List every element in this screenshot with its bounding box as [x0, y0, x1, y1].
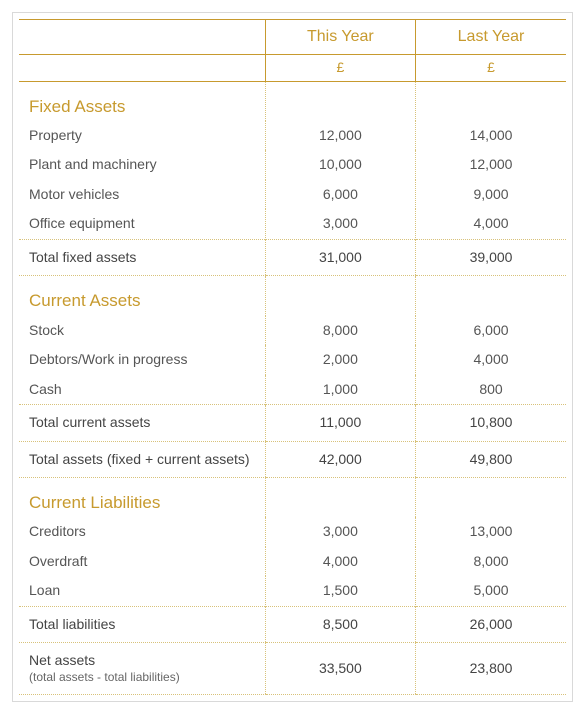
table-row: Plant and machinery10,00012,000: [19, 150, 566, 180]
row-last-year: 4,000: [416, 345, 566, 375]
table-row: Stock8,0006,000: [19, 316, 566, 346]
row-last-year: 800: [416, 375, 566, 405]
financial-table: This Year Last Year £ £ Fixed AssetsProp…: [19, 19, 566, 695]
row-label: Motor vehicles: [19, 180, 265, 210]
row-this-year: 4,000: [265, 547, 415, 577]
total-this-year: 33,500: [265, 643, 415, 695]
row-label: Creditors: [19, 517, 265, 547]
row-label: Overdraft: [19, 547, 265, 577]
total-label: Total fixed assets: [19, 239, 265, 276]
row-last-year: 12,000: [416, 150, 566, 180]
total-label: Total current assets: [19, 405, 265, 442]
row-this-year: 3,000: [265, 517, 415, 547]
header-blank: [19, 20, 265, 55]
table-row: Motor vehicles6,0009,000: [19, 180, 566, 210]
header-last-year: Last Year: [416, 20, 566, 55]
row-this-year: 3,000: [265, 209, 415, 239]
row-last-year: 8,000: [416, 547, 566, 577]
cell-empty: [265, 276, 415, 316]
total-label: Net assets(total assets - total liabilit…: [19, 643, 265, 695]
cell-empty: [265, 478, 415, 518]
table-row: Overdraft4,0008,000: [19, 547, 566, 577]
total-row: Total assets (fixed + current assets)42,…: [19, 441, 566, 478]
table-row: Property12,00014,000: [19, 121, 566, 151]
table-row: Creditors3,00013,000: [19, 517, 566, 547]
row-last-year: 13,000: [416, 517, 566, 547]
total-row: Total liabilities8,50026,000: [19, 606, 566, 643]
section-title: Current Assets: [19, 276, 265, 316]
table-body: Fixed AssetsProperty12,00014,000Plant an…: [19, 81, 566, 694]
row-label: Property: [19, 121, 265, 151]
table-row: Office equipment3,0004,000: [19, 209, 566, 239]
total-this-year: 42,000: [265, 441, 415, 478]
total-row: Total fixed assets31,00039,000: [19, 239, 566, 276]
section-title-row: Current Assets: [19, 276, 566, 316]
row-this-year: 12,000: [265, 121, 415, 151]
header-unit-blank: [19, 55, 265, 82]
row-this-year: 1,000: [265, 375, 415, 405]
balance-sheet-table: This Year Last Year £ £ Fixed AssetsProp…: [12, 12, 573, 702]
row-last-year: 14,000: [416, 121, 566, 151]
header-row-years: This Year Last Year: [19, 20, 566, 55]
table-row: Debtors/Work in progress2,0004,000: [19, 345, 566, 375]
row-this-year: 8,000: [265, 316, 415, 346]
row-last-year: 4,000: [416, 209, 566, 239]
total-label: Total liabilities: [19, 606, 265, 643]
cell-empty: [265, 81, 415, 121]
section-title-row: Current Liabilities: [19, 478, 566, 518]
header-this-year: This Year: [265, 20, 415, 55]
header-row-unit: £ £: [19, 55, 566, 82]
row-label: Office equipment: [19, 209, 265, 239]
table-row: Loan1,5005,000: [19, 576, 566, 606]
section-title: Fixed Assets: [19, 81, 265, 121]
row-label: Loan: [19, 576, 265, 606]
total-row: Net assets(total assets - total liabilit…: [19, 643, 566, 695]
total-last-year: 49,800: [416, 441, 566, 478]
total-last-year: 39,000: [416, 239, 566, 276]
section-title-row: Fixed Assets: [19, 81, 566, 121]
unit-this-year: £: [265, 55, 415, 82]
row-this-year: 1,500: [265, 576, 415, 606]
total-this-year: 11,000: [265, 405, 415, 442]
row-this-year: 2,000: [265, 345, 415, 375]
table-row: Cash1,000800: [19, 375, 566, 405]
row-this-year: 10,000: [265, 150, 415, 180]
row-label: Debtors/Work in progress: [19, 345, 265, 375]
section-title: Current Liabilities: [19, 478, 265, 518]
total-last-year: 23,800: [416, 643, 566, 695]
unit-last-year: £: [416, 55, 566, 82]
row-label: Stock: [19, 316, 265, 346]
row-label: Plant and machinery: [19, 150, 265, 180]
row-sublabel: (total assets - total liabilities): [29, 670, 255, 685]
total-row: Total current assets11,00010,800: [19, 405, 566, 442]
total-this-year: 31,000: [265, 239, 415, 276]
row-this-year: 6,000: [265, 180, 415, 210]
row-last-year: 5,000: [416, 576, 566, 606]
row-label: Cash: [19, 375, 265, 405]
row-last-year: 6,000: [416, 316, 566, 346]
row-last-year: 9,000: [416, 180, 566, 210]
total-label: Total assets (fixed + current assets): [19, 441, 265, 478]
total-last-year: 26,000: [416, 606, 566, 643]
cell-empty: [416, 81, 566, 121]
total-this-year: 8,500: [265, 606, 415, 643]
cell-empty: [416, 276, 566, 316]
total-last-year: 10,800: [416, 405, 566, 442]
cell-empty: [416, 478, 566, 518]
